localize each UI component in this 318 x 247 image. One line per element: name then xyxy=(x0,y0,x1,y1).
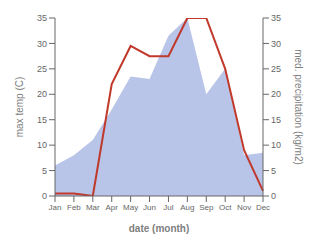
svg-text:20: 20 xyxy=(37,89,47,99)
svg-text:Nov: Nov xyxy=(237,203,251,212)
svg-text:25: 25 xyxy=(271,64,281,74)
svg-text:15: 15 xyxy=(37,115,47,125)
svg-text:5: 5 xyxy=(271,166,276,176)
svg-text:Dec: Dec xyxy=(256,203,270,212)
svg-text:0: 0 xyxy=(42,191,47,201)
svg-text:May: May xyxy=(123,203,138,212)
svg-text:Feb: Feb xyxy=(67,203,81,212)
svg-text:35: 35 xyxy=(271,13,281,23)
svg-text:30: 30 xyxy=(37,39,47,49)
svg-text:25: 25 xyxy=(37,64,47,74)
svg-text:10: 10 xyxy=(37,140,47,150)
svg-text:20: 20 xyxy=(271,89,281,99)
svg-text:0: 0 xyxy=(271,191,276,201)
svg-text:date (month): date (month) xyxy=(129,223,190,234)
svg-text:35: 35 xyxy=(37,13,47,23)
svg-text:Jul: Jul xyxy=(163,203,173,212)
svg-text:30: 30 xyxy=(271,39,281,49)
svg-text:10: 10 xyxy=(271,140,281,150)
svg-text:Mar: Mar xyxy=(86,203,100,212)
svg-text:med. precipitation (kg/m2): med. precipitation (kg/m2) xyxy=(293,49,304,165)
svg-text:Jun: Jun xyxy=(143,203,156,212)
svg-text:max temp (C): max temp (C) xyxy=(14,77,25,138)
svg-text:5: 5 xyxy=(42,166,47,176)
svg-text:Jan: Jan xyxy=(49,203,62,212)
svg-text:Aug: Aug xyxy=(180,203,194,212)
svg-text:Apr: Apr xyxy=(106,203,119,212)
svg-text:Sep: Sep xyxy=(199,203,214,212)
svg-text:Oct: Oct xyxy=(219,203,232,212)
svg-text:15: 15 xyxy=(271,115,281,125)
